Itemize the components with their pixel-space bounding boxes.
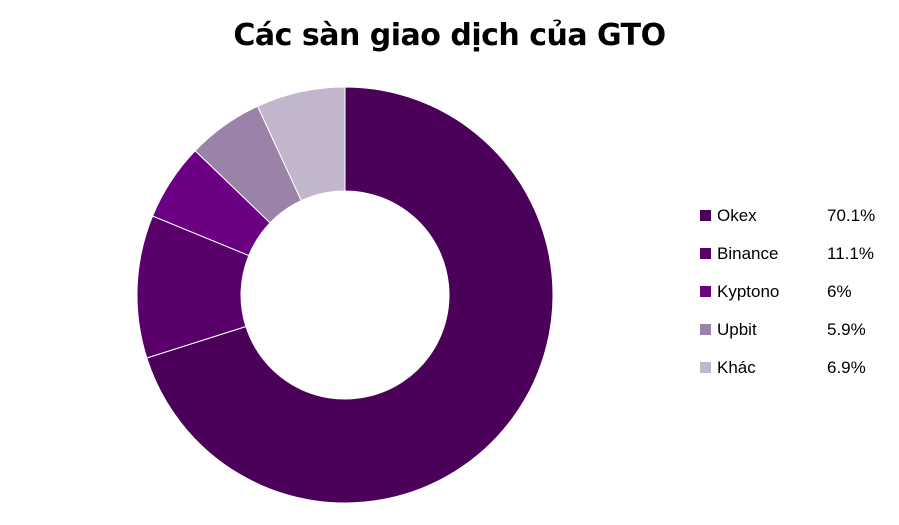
legend-swatch-kyptono bbox=[700, 286, 711, 297]
legend-value: 70.1% bbox=[827, 206, 876, 225]
legend-item-khac: Khác 6.9% bbox=[700, 356, 890, 394]
legend-item-okex: Okex 70.1% bbox=[700, 204, 890, 242]
legend-item-kyptono: Kyptono 6% bbox=[700, 280, 890, 318]
legend-value: 6% bbox=[827, 282, 852, 301]
legend-swatch-okex bbox=[700, 210, 711, 221]
legend-item-binance: Binance 11.1% bbox=[700, 242, 890, 280]
chart-title: Các sàn giao dịch của GTO bbox=[233, 18, 666, 53]
legend-item-upbit: Upbit 5.9% bbox=[700, 318, 890, 356]
donut-slice-okex bbox=[146, 86, 554, 504]
legend-value: 5.9% bbox=[827, 320, 866, 339]
legend-swatch-binance bbox=[700, 248, 711, 259]
legend-swatch-khac bbox=[700, 362, 711, 373]
legend-label: Upbit bbox=[717, 320, 757, 339]
legend-value: 6.9% bbox=[827, 358, 866, 377]
legend-label: Binance bbox=[717, 244, 779, 263]
legend-label: Khác bbox=[717, 358, 756, 377]
donut-slice-kh-c bbox=[256, 86, 346, 202]
legend-label: Kyptono bbox=[717, 282, 780, 301]
legend-label: Okex bbox=[717, 206, 757, 225]
legend-value: 11.1% bbox=[827, 244, 874, 263]
legend: Okex 70.1% Binance 11.1% Kyptono 6% Upbi… bbox=[700, 204, 890, 394]
legend-swatch-upbit bbox=[700, 324, 711, 335]
